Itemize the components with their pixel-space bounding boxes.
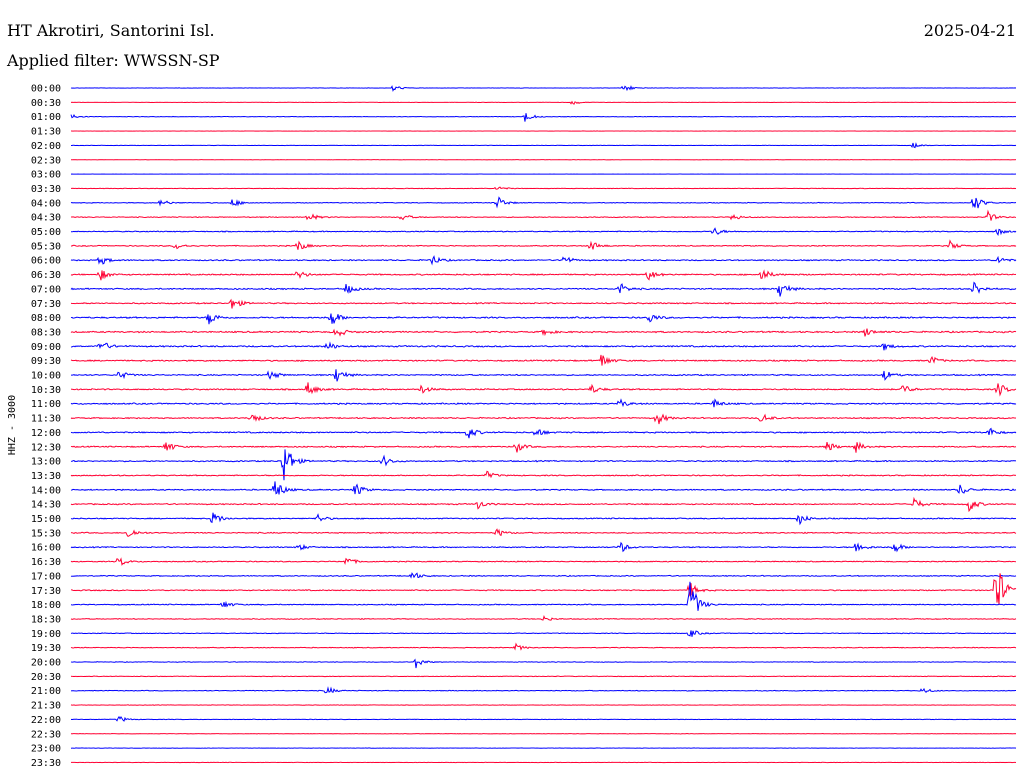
tick-label-0100: 01:00	[31, 112, 61, 123]
trace-0200	[70, 142, 1017, 149]
tick-label-0900: 09:00	[31, 342, 61, 353]
trace-0100	[70, 113, 1017, 122]
trace-1630	[70, 557, 1017, 566]
tick-label-0030: 00:30	[31, 98, 61, 109]
trace-1100	[70, 398, 1017, 408]
tick-label-1530: 15:30	[31, 528, 61, 539]
tick-label-2230: 22:30	[31, 729, 61, 740]
trace-1900	[70, 630, 1017, 637]
tick-label-0000: 00:00	[31, 84, 61, 95]
tick-label-1300: 13:00	[31, 457, 61, 468]
trace-0330	[70, 186, 1017, 190]
station-title: HT Akrotiri, Santorini Isl.	[7, 21, 215, 40]
tick-label-2200: 22:00	[31, 715, 61, 726]
tick-label-1200: 12:00	[31, 428, 61, 439]
tick-label-1930: 19:30	[31, 643, 61, 654]
trace-1830	[70, 615, 1017, 621]
tick-label-1030: 10:30	[31, 385, 61, 396]
trace-1530	[70, 528, 1017, 538]
trace-0700	[70, 281, 1017, 297]
tick-label-0200: 02:00	[31, 141, 61, 152]
tick-label-0230: 02:30	[31, 155, 61, 166]
trace-1500	[70, 512, 1017, 526]
tick-label-0630: 06:30	[31, 270, 61, 281]
tick-label-1130: 11:30	[31, 414, 61, 425]
tick-label-0530: 05:30	[31, 241, 61, 252]
tick-label-2330: 23:30	[31, 758, 61, 769]
tick-label-2100: 21:00	[31, 686, 61, 697]
tick-label-2030: 20:30	[31, 672, 61, 683]
channel-label: HHZ - 3000	[7, 395, 18, 455]
trace-1930	[70, 642, 1017, 651]
trace-1430	[70, 496, 1017, 513]
tick-label-2300: 23:00	[31, 744, 61, 755]
tick-label-0300: 03:00	[31, 170, 61, 181]
tick-label-1330: 13:30	[31, 471, 61, 482]
tick-label-0130: 01:30	[31, 127, 61, 138]
tick-label-1600: 16:00	[31, 543, 61, 554]
trace-0830	[70, 328, 1017, 337]
tick-label-1900: 19:00	[31, 629, 61, 640]
tick-label-1100: 11:00	[31, 399, 61, 410]
tick-label-0600: 06:00	[31, 256, 61, 267]
tick-label-1730: 17:30	[31, 586, 61, 597]
trace-0000	[70, 85, 1017, 92]
tick-label-0800: 08:00	[31, 313, 61, 324]
trace-2100	[70, 686, 1017, 694]
trace-1330	[70, 470, 1017, 479]
tick-label-1000: 10:00	[31, 371, 61, 382]
tick-label-0830: 08:30	[31, 327, 61, 338]
trace-0630	[70, 269, 1017, 281]
trace-1000	[70, 369, 1017, 382]
trace-1730	[70, 573, 1017, 605]
trace-0600	[70, 255, 1017, 266]
trace-0930	[70, 354, 1017, 366]
trace-0530	[70, 239, 1017, 250]
tick-label-0730: 07:30	[31, 299, 61, 310]
filter-label: Applied filter: WWSSN-SP	[7, 51, 220, 70]
trace-2030	[70, 675, 1017, 678]
tick-label-1430: 14:30	[31, 500, 61, 511]
trace-1400	[70, 481, 1017, 495]
trace-0900	[70, 341, 1017, 351]
trace-group	[70, 85, 1017, 764]
tick-label-0930: 09:30	[31, 356, 61, 367]
trace-0730	[70, 298, 1017, 309]
trace-1700	[70, 572, 1017, 579]
date-label: 2025-04-21	[923, 21, 1016, 40]
trace-0800	[70, 313, 1017, 325]
tick-label-0430: 04:30	[31, 213, 61, 224]
tick-label-2000: 20:00	[31, 658, 61, 669]
trace-2200	[70, 715, 1017, 722]
trace-2000	[70, 658, 1017, 669]
trace-0430	[70, 209, 1017, 221]
tick-label-1800: 18:00	[31, 600, 61, 611]
trace-1200	[70, 427, 1017, 439]
trace-2130	[70, 704, 1017, 706]
trace-0030	[70, 100, 1017, 105]
trace-1230	[70, 441, 1017, 453]
tick-label-1230: 12:30	[31, 442, 61, 453]
tick-label-1830: 18:30	[31, 614, 61, 625]
tick-label-1630: 16:30	[31, 557, 61, 568]
tick-label-0500: 05:00	[31, 227, 61, 238]
tick-label-1700: 17:00	[31, 571, 61, 582]
tick-label-group: 00:00 00:30 01:00 01:30 02:00 02:30 03:00 03:30…	[31, 84, 61, 769]
tick-label-2130: 21:30	[31, 701, 61, 712]
trace-1600	[70, 541, 1017, 553]
trace-0500	[70, 227, 1017, 236]
trace-1300	[70, 449, 1017, 481]
tick-label-0400: 04:00	[31, 198, 61, 209]
trace-1130	[70, 413, 1017, 425]
trace-1030	[70, 382, 1017, 397]
tick-label-0700: 07:00	[31, 284, 61, 295]
tick-label-0330: 03:30	[31, 184, 61, 195]
trace-0400	[70, 196, 1017, 209]
trace-1800	[70, 581, 1017, 611]
tick-label-1400: 14:00	[31, 485, 61, 496]
tick-label-1500: 15:00	[31, 514, 61, 525]
